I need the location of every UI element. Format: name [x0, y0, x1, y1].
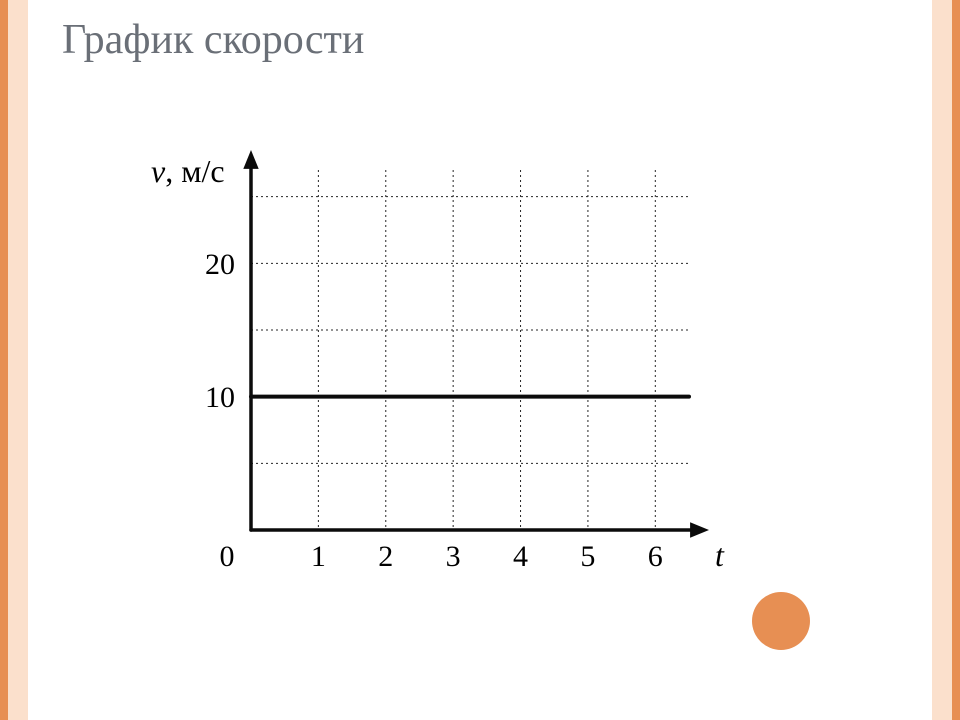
svg-text:0: 0: [220, 540, 235, 573]
svg-text:10: 10: [205, 381, 235, 414]
page-title: График скорости: [62, 16, 364, 64]
side-stripe-right-outer: [952, 0, 960, 720]
svg-text:6: 6: [648, 540, 663, 573]
svg-text:2: 2: [378, 540, 393, 573]
velocity-chart: 0 1 2 3 4 5 6 10 20 v, м/с t, с: [105, 130, 725, 620]
accent-dot: [752, 592, 810, 650]
svg-text:3: 3: [446, 540, 461, 573]
svg-text:4: 4: [513, 540, 528, 573]
svg-text:1: 1: [311, 540, 326, 573]
side-stripe-left-outer: [0, 0, 8, 720]
svg-text:t, с: t, с: [715, 537, 725, 573]
svg-text:v, м/с: v, м/с: [151, 153, 225, 189]
svg-text:20: 20: [205, 248, 235, 281]
svg-text:5: 5: [580, 540, 595, 573]
velocity-chart-svg: 0 1 2 3 4 5 6 10 20 v, м/с t, с: [105, 130, 725, 620]
side-stripe-left-inner: [8, 0, 28, 720]
side-stripe-right-inner: [932, 0, 952, 720]
